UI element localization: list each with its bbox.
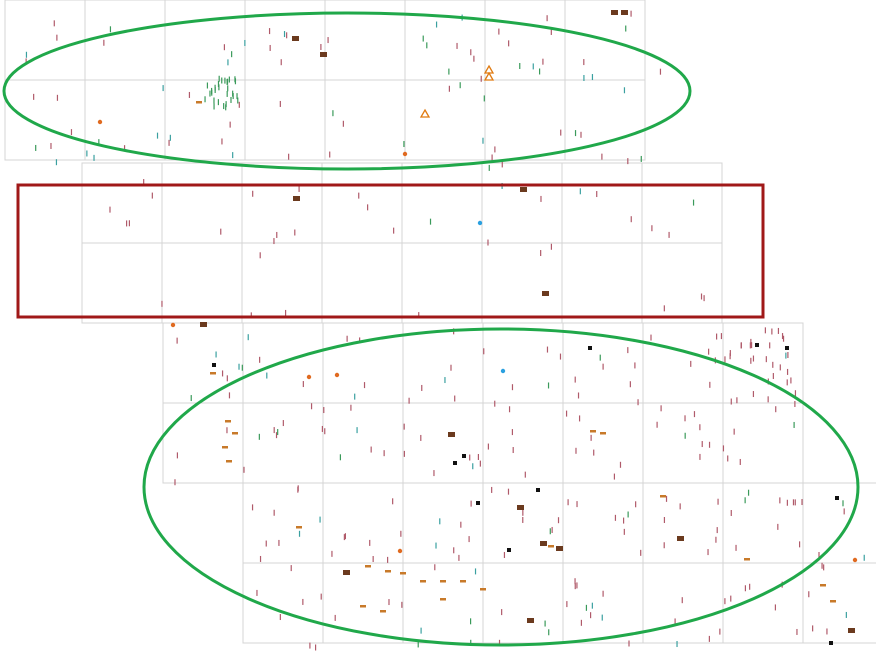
marker-dot (334, 372, 340, 378)
marker-square (611, 10, 618, 15)
marker-dash (460, 580, 466, 583)
marker-square (542, 291, 549, 296)
marker-dash (480, 588, 486, 591)
marker-dot (402, 151, 408, 157)
marker-square (785, 346, 789, 350)
marker-triangle (483, 71, 495, 81)
marker-dash (225, 420, 231, 423)
marker-dot (97, 119, 103, 125)
marker-dash (222, 446, 228, 449)
marker-dot (397, 548, 403, 554)
marker-square (829, 641, 833, 645)
marker-square (536, 488, 540, 492)
marker-square (293, 196, 300, 201)
marker-dash (385, 570, 391, 573)
marker-triangle (419, 108, 431, 118)
marker-dot (306, 374, 312, 380)
map-highlights (2, 11, 860, 647)
marker-square (677, 536, 684, 541)
marker-dot (852, 557, 858, 563)
marker-dot (500, 368, 506, 374)
marker-square (527, 618, 534, 623)
marker-dash (440, 598, 446, 601)
marker-square (621, 10, 628, 15)
map-markers (25, 10, 865, 651)
marker-square (507, 548, 511, 552)
marker-dash (820, 584, 826, 587)
marker-dash (210, 372, 216, 375)
marker-dash (360, 605, 366, 608)
marker-dash (380, 610, 386, 613)
marker-square (848, 628, 855, 633)
marker-square (556, 546, 563, 551)
highlight-ellipse-bottom (142, 327, 860, 647)
marker-dot (170, 322, 176, 328)
marker-square (292, 36, 299, 41)
marker-dash (365, 565, 371, 568)
marker-square (453, 461, 457, 465)
marker-square (540, 541, 547, 546)
marker-dash (590, 430, 596, 433)
marker-square (462, 454, 466, 458)
marker-dash (660, 495, 666, 498)
marker-dash (232, 432, 238, 435)
highlight-ellipse-top (2, 11, 692, 171)
marker-dash (548, 545, 554, 548)
marker-dash (420, 580, 426, 583)
marker-dash (830, 600, 836, 603)
marker-dash (400, 572, 406, 575)
marker-square (588, 346, 592, 350)
marker-square (448, 432, 455, 437)
highlight-rect-middle (16, 183, 765, 319)
marker-dash (196, 101, 202, 104)
marker-square (212, 363, 216, 367)
marker-square (476, 501, 480, 505)
marker-square (520, 187, 527, 192)
marker-square (343, 570, 350, 575)
marker-dash (600, 432, 606, 435)
marker-square (320, 52, 327, 57)
marker-dash (744, 558, 750, 561)
marker-square (517, 505, 524, 510)
marker-dot (477, 220, 483, 226)
marker-square (835, 496, 839, 500)
marker-square (200, 322, 207, 327)
marker-dash (296, 526, 302, 529)
map-grid (4, 0, 876, 644)
marker-dash (226, 460, 232, 463)
marker-dash (440, 580, 446, 583)
marker-square (755, 343, 759, 347)
